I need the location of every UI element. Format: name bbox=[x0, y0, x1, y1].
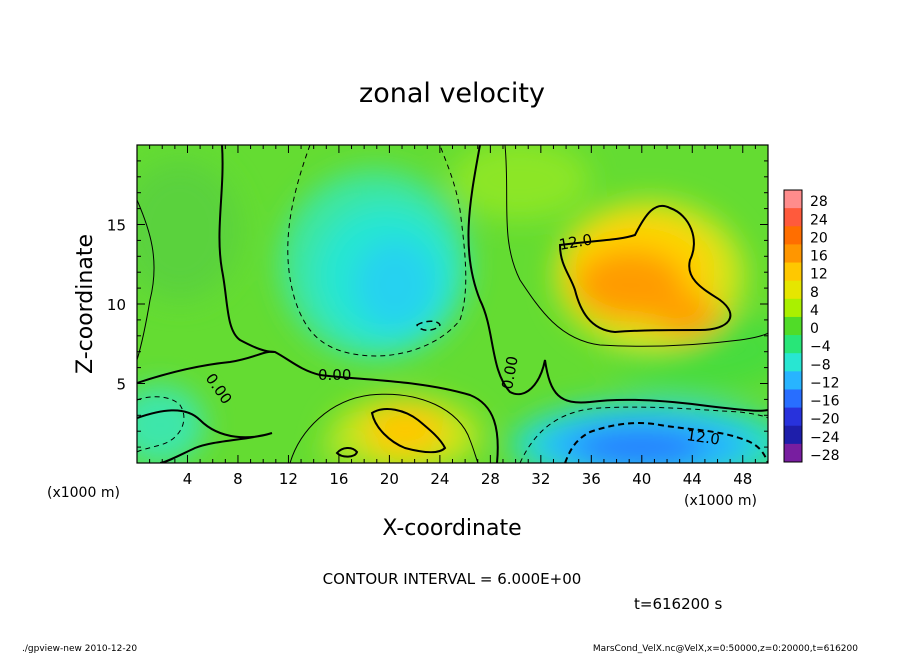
x-tick-label: 8 bbox=[233, 470, 243, 488]
positive-6-contour-lower bbox=[289, 393, 479, 463]
colorbar-swatch bbox=[784, 244, 802, 264]
x-tick-label: 32 bbox=[531, 470, 550, 488]
positive-12-contour-lower bbox=[370, 408, 447, 454]
colorbar-swatch bbox=[784, 425, 802, 445]
colorbar-swatch bbox=[784, 262, 802, 282]
chart-title: zonal velocity bbox=[359, 78, 545, 109]
colorbar-label: −12 bbox=[810, 375, 840, 391]
zero-contour-vertical bbox=[218, 145, 276, 353]
colorbar-label: 16 bbox=[810, 249, 828, 265]
colorbar-swatch bbox=[784, 208, 802, 227]
colorbar-label: −16 bbox=[810, 394, 840, 410]
x-tick-label: 48 bbox=[733, 470, 752, 488]
colorbar-swatch bbox=[784, 353, 802, 372]
y-axis-title: Z-coordinate bbox=[73, 234, 98, 374]
positive-6-contour-right bbox=[504, 145, 768, 347]
negative-12-contour-small bbox=[416, 320, 441, 331]
colorbar-swatch bbox=[784, 371, 802, 390]
x-axis-ticks: 4 8 12 16 20 24 28 32 36 40 44 48 bbox=[149, 145, 756, 488]
x-unit-right: (x1000 m) bbox=[684, 493, 757, 509]
negative-12-contour bbox=[564, 422, 768, 463]
zero-contour bbox=[137, 350, 499, 463]
contour-interval-text: CONTOUR INTERVAL = 6.000E+00 bbox=[323, 570, 582, 588]
colorbar-swatch bbox=[784, 316, 802, 336]
contour-label-zero-mid: 0.00 bbox=[318, 366, 351, 384]
x-tick-label: 12 bbox=[279, 470, 298, 488]
colorbar-label: 8 bbox=[810, 285, 819, 301]
positive-12-contour-small bbox=[335, 447, 359, 458]
colorbar-frame bbox=[783, 189, 803, 463]
negative-6-contour bbox=[287, 145, 467, 357]
x-tick-label: 16 bbox=[329, 470, 348, 488]
contour-label-zero-right: 0.00 bbox=[498, 355, 522, 391]
colorbar-swatch bbox=[784, 280, 802, 300]
colorbar-swatch bbox=[784, 407, 802, 427]
colorbar-label: −24 bbox=[810, 430, 840, 446]
colorbar-label: 4 bbox=[810, 303, 819, 319]
colorbar-label: −28 bbox=[810, 448, 840, 464]
x-tick-label: 40 bbox=[632, 470, 651, 488]
x-tick-label: 4 bbox=[183, 470, 193, 488]
x-tick-label: 36 bbox=[582, 470, 601, 488]
y-tick-label: 15 bbox=[107, 217, 126, 235]
positive-6-contour-left bbox=[137, 199, 155, 361]
zero-contour-right bbox=[467, 145, 768, 412]
footer-right: MarsCond_VelX.nc@VelX,x=0:50000,z=0:2000… bbox=[593, 644, 858, 654]
colorbar-swatch bbox=[784, 226, 802, 245]
colorbar-label: 24 bbox=[810, 212, 828, 228]
colorbar-label: 12 bbox=[810, 267, 828, 283]
colorbar-label: 20 bbox=[810, 230, 828, 246]
colorbar-label: 0 bbox=[810, 321, 819, 337]
x-tick-label: 28 bbox=[481, 470, 500, 488]
x-axis-title: X-coordinate bbox=[382, 516, 521, 541]
x-tick-label: 20 bbox=[380, 470, 399, 488]
colorbar-swatch bbox=[784, 443, 802, 463]
negative-6-contour-left bbox=[137, 396, 185, 453]
contour-label-12-lower: 12.0 bbox=[685, 426, 721, 448]
field-colors bbox=[137, 145, 768, 463]
colorbar-label: 28 bbox=[810, 194, 828, 210]
contour-lines bbox=[137, 145, 768, 463]
colorbar-swatch bbox=[784, 389, 802, 409]
colorbar: 28 24 20 16 12 8 4 0 −4 −8 −12 −16 −20 −24 −28 bbox=[783, 189, 840, 464]
contour-label-12-upper: 12.0 bbox=[558, 230, 594, 254]
plot-area: 12.0 0.00 0.00 0.00 12.0 bbox=[137, 145, 768, 463]
colorbar-swatch bbox=[784, 298, 802, 318]
y-tick-label: 10 bbox=[107, 296, 126, 314]
time-label: t=616200 s bbox=[634, 595, 722, 613]
y-axis-ticks: 5 10 15 bbox=[107, 160, 768, 448]
negative-6-contour-lower bbox=[519, 406, 768, 463]
x-tick-label: 24 bbox=[430, 470, 449, 488]
x-unit-left: (x1000 m) bbox=[47, 485, 120, 501]
colorbar-label: −20 bbox=[810, 412, 840, 428]
colorbar-swatch bbox=[784, 190, 802, 209]
colorbar-swatch bbox=[784, 335, 802, 354]
zero-contour-lower-left bbox=[137, 409, 273, 463]
x-tick-label: 44 bbox=[683, 470, 702, 488]
colorbar-label: −8 bbox=[810, 357, 831, 373]
y-tick-label: 5 bbox=[116, 376, 126, 394]
colorbar-label: −4 bbox=[810, 339, 831, 355]
positive-12-contour bbox=[558, 205, 732, 334]
footer-left: ./gpview-new 2010-12-20 bbox=[22, 644, 137, 654]
